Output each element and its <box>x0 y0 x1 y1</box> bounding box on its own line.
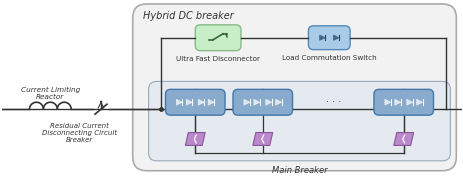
Polygon shape <box>275 99 281 105</box>
FancyBboxPatch shape <box>232 89 292 115</box>
Polygon shape <box>394 99 400 105</box>
Polygon shape <box>244 99 250 105</box>
Text: Load Commutation Switch: Load Commutation Switch <box>282 55 376 61</box>
Text: Current Limiting
Reactor: Current Limiting Reactor <box>21 87 80 101</box>
Text: Ultra Fast Disconnector: Ultra Fast Disconnector <box>176 56 260 62</box>
Text: Hybrid DC breaker: Hybrid DC breaker <box>142 11 233 21</box>
Polygon shape <box>393 133 413 145</box>
FancyBboxPatch shape <box>148 81 450 161</box>
Polygon shape <box>406 99 412 105</box>
Polygon shape <box>333 35 338 40</box>
Polygon shape <box>252 133 272 145</box>
Polygon shape <box>416 99 422 105</box>
Polygon shape <box>208 99 213 105</box>
Polygon shape <box>384 99 390 105</box>
Text: · · ·: · · · <box>325 97 340 107</box>
FancyBboxPatch shape <box>132 4 455 171</box>
FancyBboxPatch shape <box>165 89 225 115</box>
Polygon shape <box>198 99 204 105</box>
Polygon shape <box>176 99 182 105</box>
Polygon shape <box>185 133 205 145</box>
FancyBboxPatch shape <box>308 26 350 50</box>
Text: Residual Current
Disconnecting Circuit
Breaker: Residual Current Disconnecting Circuit B… <box>42 123 116 143</box>
FancyBboxPatch shape <box>195 25 240 51</box>
Text: Main Breaker: Main Breaker <box>271 166 326 175</box>
Polygon shape <box>253 99 259 105</box>
Polygon shape <box>319 35 324 40</box>
Polygon shape <box>265 99 271 105</box>
FancyBboxPatch shape <box>373 89 432 115</box>
Polygon shape <box>186 99 192 105</box>
